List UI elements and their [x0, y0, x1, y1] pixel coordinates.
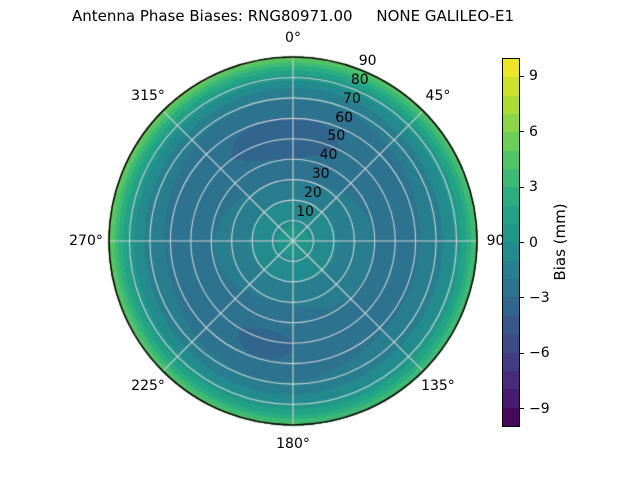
radial-tick-label: 80: [350, 71, 369, 88]
colorbar-tick: [520, 241, 524, 244]
colorbar-band: [503, 352, 519, 371]
colorbar-band: [503, 114, 519, 133]
radial-tick-label: 70: [343, 90, 361, 107]
radial-tick-label: 90: [358, 52, 377, 69]
colorbar-tick-label: −3: [529, 289, 550, 306]
colorbar-tick-label: 9: [529, 68, 538, 85]
angular-tick-label: 270°: [69, 233, 103, 249]
radial-tick-label: 40: [319, 147, 338, 164]
colorbar-band: [503, 370, 519, 390]
colorbar-tick-label: −9: [529, 400, 550, 417]
angular-tick-label: 315°: [131, 88, 165, 105]
colorbar-band: [503, 59, 519, 78]
colorbar-band: [503, 242, 519, 261]
angular-tick-label: 45°: [425, 88, 451, 105]
radial-tick-label: 20: [303, 185, 322, 202]
colorbar-tick-label: 0: [529, 234, 538, 251]
colorbar-band: [503, 279, 519, 298]
colorbar-band: [503, 169, 519, 188]
colorbar-band: [503, 95, 519, 115]
colorbar-tick: [520, 407, 524, 410]
colorbar-band: [503, 187, 519, 206]
radial-tick-label: 60: [335, 109, 354, 126]
colorbar-band: [503, 150, 519, 170]
angular-tick-label: 0°: [285, 30, 301, 46]
colorbar-axis-label: Bias (mm): [551, 203, 569, 281]
colorbar-band: [503, 77, 519, 96]
colorbar-band: [503, 315, 519, 335]
polar-heatmap-canvas: [107, 55, 479, 427]
angular-tick-label: 180°: [276, 436, 310, 452]
colorbar-tick-label: −6: [529, 345, 550, 362]
angular-tick-label: 225°: [131, 377, 165, 394]
colorbar-band: [503, 297, 519, 316]
colorbar-tick-label: 3: [529, 179, 538, 196]
colorbar-tick: [520, 352, 524, 354]
colorbar-tick: [520, 131, 524, 133]
colorbar-tick: [520, 186, 524, 188]
chart-title: Antenna Phase Biases: RNG80971.00 NONE G…: [71, 7, 515, 25]
radial-tick-label: 30: [311, 166, 330, 183]
colorbar-band: [503, 389, 519, 408]
colorbar: [502, 58, 520, 427]
colorbar-band: [503, 260, 519, 280]
colorbar-band: [503, 132, 519, 151]
colorbar-tick-label: 6: [529, 123, 538, 140]
colorbar-band: [503, 224, 519, 243]
colorbar-band: [503, 205, 519, 225]
colorbar-tick: [520, 75, 524, 78]
radial-tick-label: 50: [327, 128, 346, 145]
angular-tick-label: 135°: [421, 377, 455, 394]
radial-tick-label: 10: [296, 203, 314, 220]
colorbar-band: [503, 407, 519, 426]
colorbar-band: [503, 334, 519, 353]
colorbar-tick: [520, 297, 524, 299]
